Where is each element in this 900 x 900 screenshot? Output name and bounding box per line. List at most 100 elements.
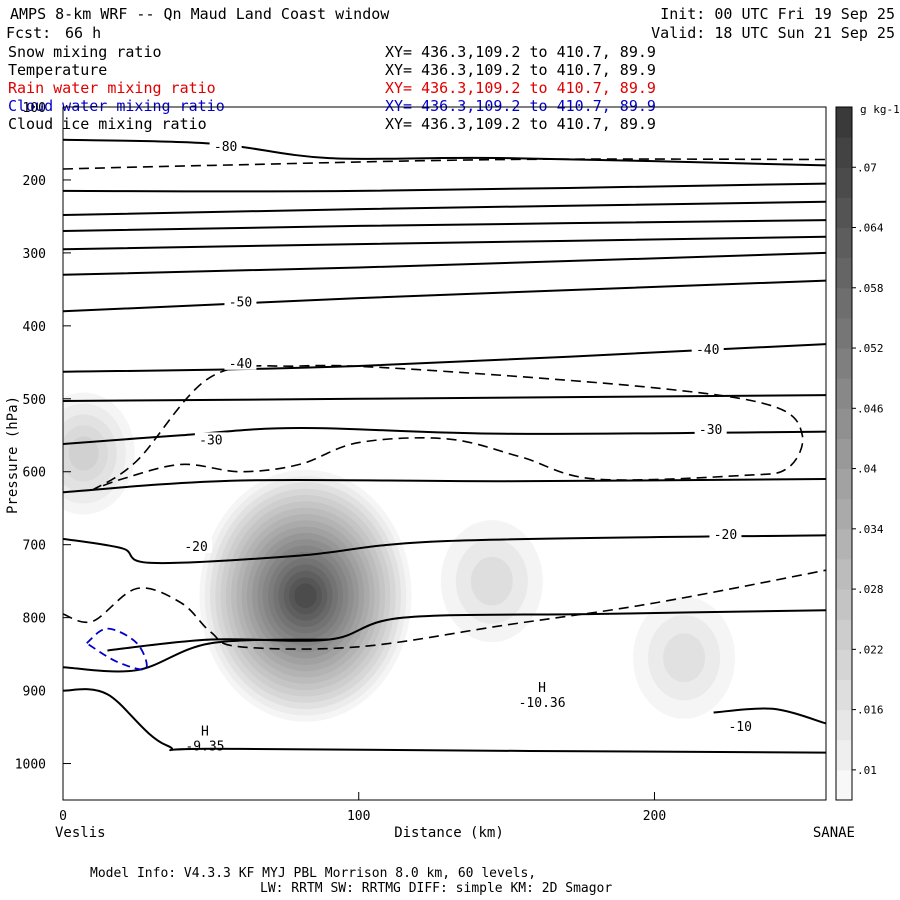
cloud-ice-contour — [63, 158, 826, 170]
snow-shading — [63, 392, 736, 722]
header-fcst-value: 66 h — [65, 24, 101, 42]
contour-label: -40 — [696, 343, 719, 358]
y-tick-label: 300 — [23, 247, 46, 262]
colorbar-tick-label: .058 — [857, 282, 884, 295]
y-tick-label: 1000 — [15, 758, 46, 773]
contour-label: -50 — [229, 295, 252, 310]
colorbar-bin — [836, 257, 852, 289]
footer-model-info: Model Info: V4.3.3 KF MYJ PBL Morrison 8… — [90, 866, 536, 881]
snow-shading-level — [68, 436, 99, 471]
contour-label-mask — [694, 422, 727, 437]
high-marker-value: -10.36 — [519, 696, 566, 711]
contour-label: -10 — [728, 720, 751, 735]
contour-label: -30 — [699, 423, 722, 438]
colorbar-bin — [836, 167, 852, 198]
colorbar-bin — [836, 679, 852, 711]
colorbar-tick-label: .022 — [857, 643, 884, 656]
legend-field-name: Cloud water mixing ratio — [8, 97, 225, 115]
temperature-contour — [63, 251, 826, 276]
colorbar-tick-label: .034 — [857, 523, 884, 536]
colorbar-tick-label: .028 — [857, 583, 884, 596]
temperature-contours — [63, 138, 826, 754]
high-marker-letter: H — [538, 681, 546, 696]
y-tick-label: 500 — [23, 393, 46, 408]
colorbar-bin — [836, 558, 852, 590]
contour-label-mask — [194, 432, 227, 447]
axes: 100 200 300 400 500 600 700 800 900 1000 0 100 200 — [15, 101, 667, 824]
colorbar-bin — [836, 649, 852, 680]
colorbar-units: g kg-1 — [860, 103, 900, 116]
x-tick-label: 100 — [347, 809, 370, 824]
colorbar-bin — [836, 287, 852, 319]
colorbar-bin — [836, 317, 852, 349]
colorbar-bin — [836, 438, 852, 470]
temperature-contour — [63, 638, 330, 673]
contour-label: -30 — [199, 433, 222, 448]
colorbar-bin — [836, 408, 852, 439]
contour-label: -40 — [229, 357, 252, 372]
contour-label: -20 — [184, 540, 207, 555]
temperature-contour — [63, 478, 826, 494]
cloud-ice-contour — [92, 364, 804, 491]
x-tick-label: 0 — [59, 809, 67, 824]
y-tick-label: 400 — [23, 320, 46, 335]
contour-label: -20 — [714, 528, 737, 543]
high-marker-letter: H — [201, 725, 209, 740]
colorbar-tick-label: .046 — [857, 402, 884, 415]
legend-field-xy: XY= 436.3,109.2 to 410.7, 89.9 — [385, 79, 656, 97]
contour-label-mask — [224, 355, 257, 370]
cloud-water-contours — [86, 627, 148, 671]
y-tick-label: 200 — [23, 174, 46, 189]
temperature-contour — [713, 707, 826, 725]
colorbar-bin — [836, 709, 852, 741]
colorbar-tick-label: .01 — [857, 764, 877, 777]
temperature-contour — [63, 688, 826, 754]
cloud-water-contour — [86, 627, 148, 671]
y-tick-label: 700 — [23, 539, 46, 554]
contour-labels: -80 -50 -40 -40 -30 -30 -20 -20 -10 — [180, 139, 757, 735]
legend-field-name: Cloud ice mixing ratio — [8, 115, 207, 133]
high-marker-value: -9.35 — [185, 740, 224, 755]
temperature-contour — [63, 426, 826, 445]
colorbar: .01 .016 .022 .028 .034 .04 .046 .052 .058 .064 .0… — [835, 106, 884, 801]
legend-field-xy: XY= 436.3,109.2 to 410.7, 89.9 — [385, 61, 656, 79]
temperature-contour — [107, 609, 826, 652]
temperature-contour — [63, 182, 826, 193]
temperature-contour — [63, 534, 826, 565]
colorbar-tick-label: .052 — [857, 342, 884, 355]
colorbar-bin — [836, 197, 852, 229]
footer-physics-info: LW: RRTM SW: RRTMG DIFF: simple KM: 2D S… — [260, 881, 612, 896]
snow-shading-level — [294, 583, 317, 609]
header-fcst-label: Fcst: — [6, 24, 51, 42]
y-tick-label: 600 — [23, 466, 46, 481]
colorbar-bin — [836, 468, 852, 500]
y-tick-label: 900 — [23, 685, 46, 700]
colorbar-bin — [836, 378, 852, 409]
snow-shading-level — [470, 556, 513, 606]
legend-field-name: Snow mixing ratio — [8, 43, 162, 61]
y-tick-label: 800 — [23, 612, 46, 627]
header-valid: Valid: 18 UTC Sun 21 Sep 25 — [651, 24, 895, 42]
temperature-contour — [63, 138, 826, 167]
x-end-label: SANAE — [813, 825, 855, 841]
temperature-contour — [63, 279, 826, 313]
x-tick-label: 200 — [643, 809, 666, 824]
temperature-contour — [63, 200, 826, 216]
colorbar-tick-label: .016 — [857, 704, 884, 717]
temperature-contour — [63, 394, 826, 402]
snow-shading-level — [663, 633, 706, 683]
legend-field-xy: XY= 436.3,109.2 to 410.7, 89.9 — [385, 97, 656, 115]
contour-label-mask — [691, 341, 724, 356]
cloud-ice-contour — [63, 569, 826, 650]
temperature-contour — [63, 219, 826, 232]
colorbar-bin — [836, 739, 852, 771]
colorbar-bin — [836, 137, 852, 168]
legend-field-xy: XY= 436.3,109.2 to 410.7, 89.9 — [385, 43, 656, 61]
colorbar-bin — [836, 769, 852, 801]
legend-field-xy: XY= 436.3,109.2 to 410.7, 89.9 — [385, 115, 656, 133]
temperature-contour — [63, 235, 826, 251]
colorbar-bin — [836, 589, 852, 620]
y-axis-title: Pressure (hPa) — [5, 396, 21, 514]
colorbar-bin — [836, 107, 852, 138]
